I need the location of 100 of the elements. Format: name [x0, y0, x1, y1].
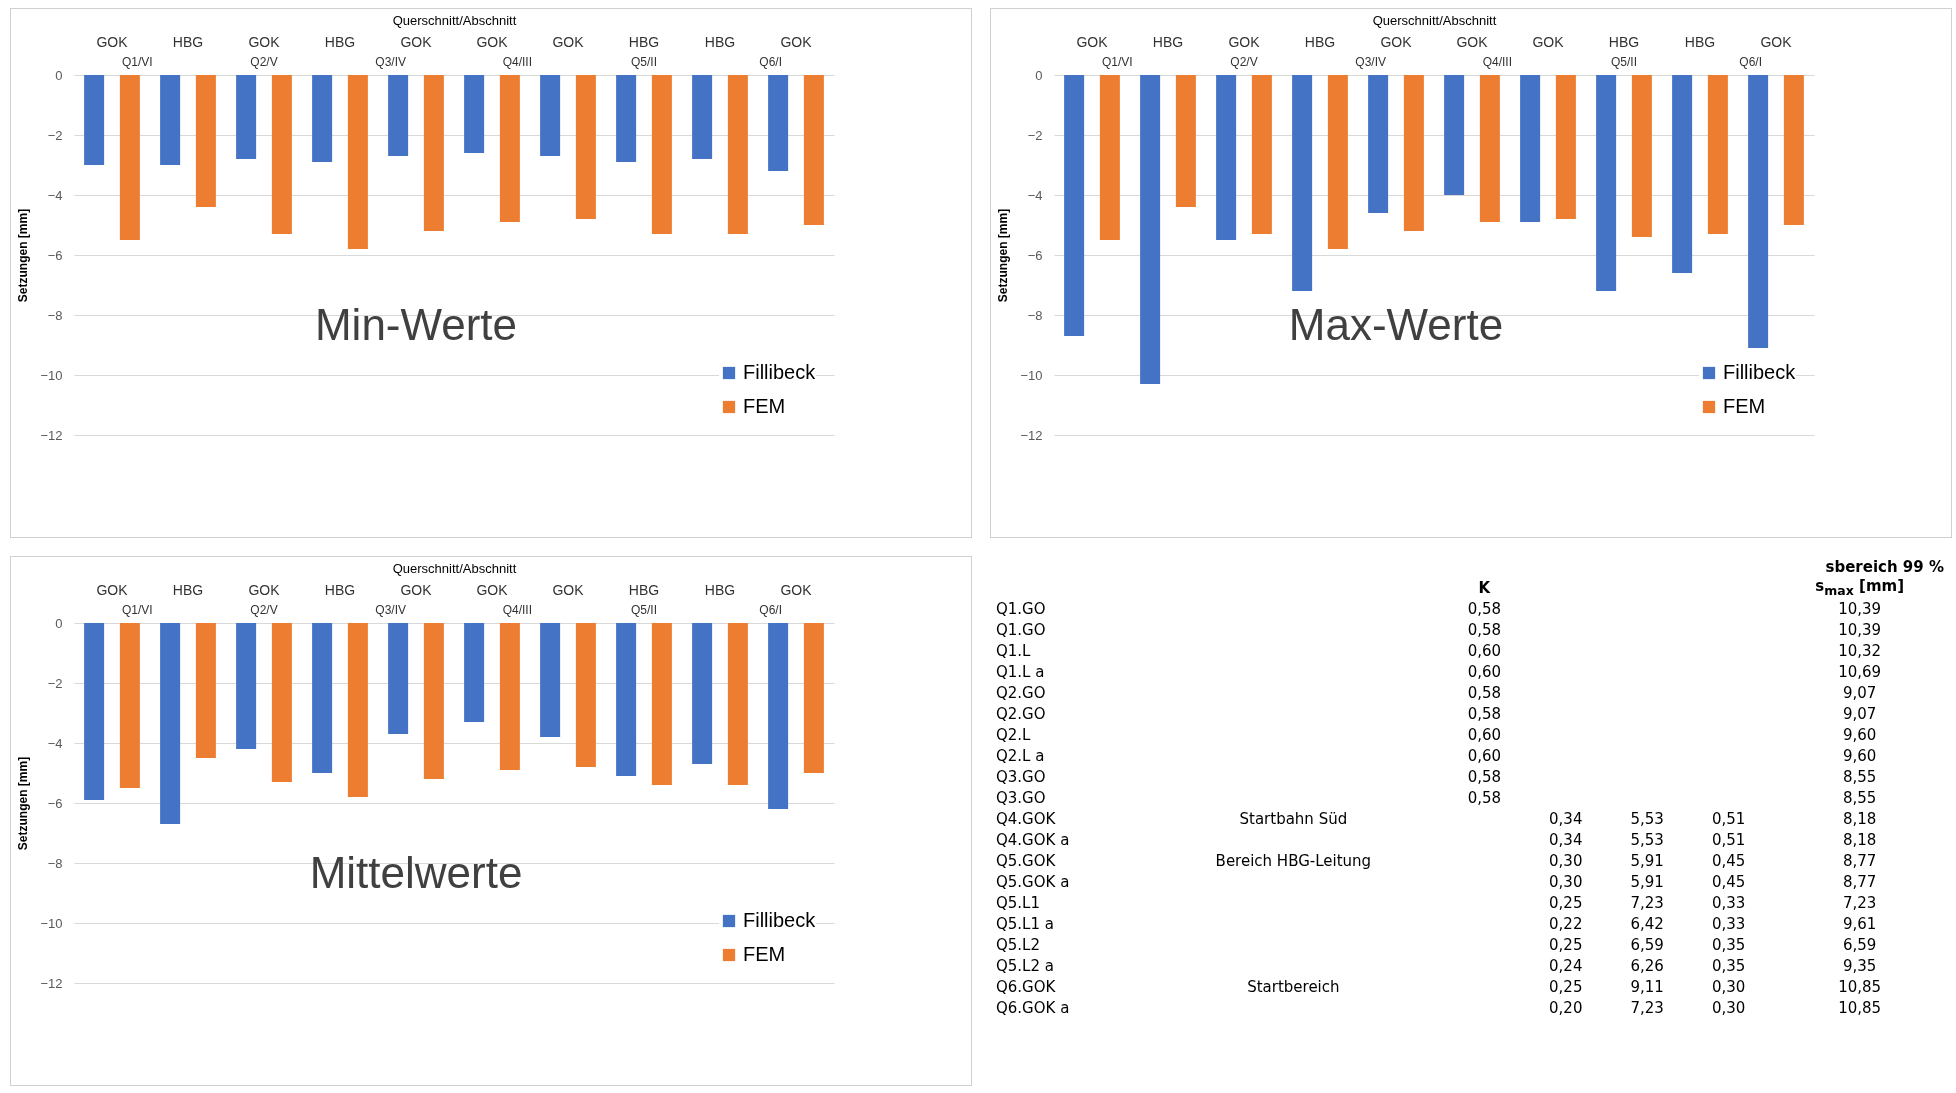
- x-tick-label: HBG: [172, 581, 204, 598]
- text: 7,23: [1842, 893, 1877, 912]
- x-tick-label: GOK: [476, 33, 509, 50]
- y-tick-label: −2: [1027, 127, 1043, 143]
- text: Q3/IV: [1355, 55, 1387, 69]
- text: 0,35: [1711, 935, 1746, 954]
- legend-label: FEM: [1723, 395, 1766, 417]
- text: 9,61: [1842, 914, 1877, 933]
- text: 5,53: [1630, 830, 1664, 849]
- text: 0,25: [1549, 935, 1583, 954]
- x-tick-label: GOK: [476, 581, 509, 598]
- text: Q5/II: [630, 55, 658, 69]
- y-tick-label: 0: [1035, 67, 1043, 83]
- x-axis-title: Querschnitt/Abschnitt: [1372, 12, 1497, 28]
- x-tick-label: HBG: [704, 581, 736, 598]
- x-tick-label: GOK: [1456, 33, 1489, 50]
- y-axis-title: Setzungen [mm]: [16, 208, 31, 303]
- y-tick-label: −4: [47, 735, 63, 751]
- legend-label: FEM: [743, 943, 786, 965]
- text: 0,24: [1549, 956, 1583, 975]
- category-label: Q1.L a: [996, 662, 1045, 681]
- y-tick-label: −2: [47, 675, 63, 691]
- text: 0,60: [1467, 725, 1502, 744]
- legend-label: FEM: [743, 395, 786, 417]
- text: 0,60: [1467, 662, 1502, 681]
- text: 0,30: [1549, 851, 1583, 870]
- text: 9,60: [1842, 746, 1877, 765]
- x-tick-label: GOK: [1076, 33, 1109, 50]
- x-tick-label: GOK: [780, 581, 813, 598]
- text: 0,58: [1467, 767, 1502, 786]
- legend-label: Fillibeck: [1723, 361, 1797, 383]
- x-tick-label: GOK: [780, 33, 813, 50]
- text: 0,58: [1467, 620, 1502, 639]
- text: Q1/VI: [1101, 55, 1133, 69]
- text: 0,35: [1711, 956, 1746, 975]
- y-tick-label: −4: [1027, 187, 1043, 203]
- x-tick-label: HBG: [324, 581, 356, 598]
- text: 0,58: [1467, 704, 1502, 723]
- text: 6,42: [1630, 914, 1664, 933]
- text: 10,39: [1838, 599, 1882, 618]
- text: 0,30: [1711, 998, 1746, 1017]
- text: 0,45: [1711, 851, 1746, 870]
- y-tick-label: −8: [47, 307, 63, 323]
- text: 9,11: [1630, 977, 1664, 996]
- category-label: Q2.GO: [996, 704, 1046, 723]
- text: Q3/IV: [375, 55, 407, 69]
- text: Q2/V: [250, 603, 278, 617]
- text: Q6/I: [1739, 55, 1763, 69]
- text: sbereich 99 %: [1824, 556, 1945, 577]
- text: 0,25: [1549, 893, 1583, 912]
- text: 0,22: [1549, 914, 1583, 933]
- y-tick-label: −12: [40, 975, 63, 991]
- text: Q6/I: [759, 603, 783, 617]
- text: Q2/V: [1230, 55, 1258, 69]
- x-tick-label: GOK: [400, 33, 433, 50]
- text: 7,23: [1630, 893, 1664, 912]
- category-label: Q1.GO: [996, 599, 1046, 618]
- text: 10,85: [1838, 998, 1882, 1017]
- y-tick-label: −6: [47, 795, 63, 811]
- text: 0,30: [1711, 977, 1746, 996]
- text: 0,34: [1549, 809, 1583, 828]
- text: 8,18: [1842, 809, 1877, 828]
- text: Startbahn Süd: [1239, 809, 1348, 828]
- category-label: Q5.L1 a: [996, 914, 1054, 933]
- category-label: Q5.L2 a: [996, 956, 1054, 975]
- x-tick-label: HBG: [1152, 33, 1184, 50]
- category-label: s$_{max}$ [mm]: [1814, 577, 1905, 598]
- text: 8,55: [1842, 767, 1877, 786]
- x-tick-label: GOK: [96, 33, 129, 50]
- legend-label: Fillibeck: [743, 909, 817, 931]
- text: Q6/I: [759, 55, 783, 69]
- text: 10,69: [1838, 662, 1882, 681]
- x-tick-label: GOK: [1380, 33, 1413, 50]
- text: 8,55: [1842, 788, 1877, 807]
- text: 0,33: [1711, 914, 1746, 933]
- text: Mittelwerte: [309, 848, 523, 897]
- category-label: K: [1477, 577, 1492, 598]
- text: Q4/III: [502, 603, 533, 617]
- text: Q1/VI: [121, 55, 153, 69]
- text: Bereich HBG-Leitung: [1215, 851, 1372, 870]
- text: 10,32: [1838, 641, 1882, 660]
- text: 5,53: [1630, 809, 1664, 828]
- text: 0,25: [1549, 977, 1583, 996]
- x-axis-title: Querschnitt/Abschnitt: [392, 12, 517, 28]
- text: 0,58: [1467, 683, 1502, 702]
- text: 0,30: [1549, 872, 1583, 891]
- text: 0,58: [1467, 788, 1502, 807]
- text: 0,20: [1549, 998, 1583, 1017]
- y-tick-label: −6: [47, 247, 63, 263]
- category-label: Q2.GO: [996, 683, 1046, 702]
- text: Q1/VI: [121, 603, 153, 617]
- y-tick-label: −10: [40, 915, 63, 931]
- text: Min-Werte: [314, 300, 518, 349]
- y-tick-label: −12: [1020, 427, 1043, 443]
- y-tick-label: −6: [1027, 247, 1043, 263]
- text: 0,33: [1711, 893, 1746, 912]
- x-tick-label: HBG: [1608, 33, 1640, 50]
- category-label: Q1.L: [996, 641, 1031, 660]
- text: 9,60: [1842, 725, 1877, 744]
- text: 9,07: [1842, 683, 1877, 702]
